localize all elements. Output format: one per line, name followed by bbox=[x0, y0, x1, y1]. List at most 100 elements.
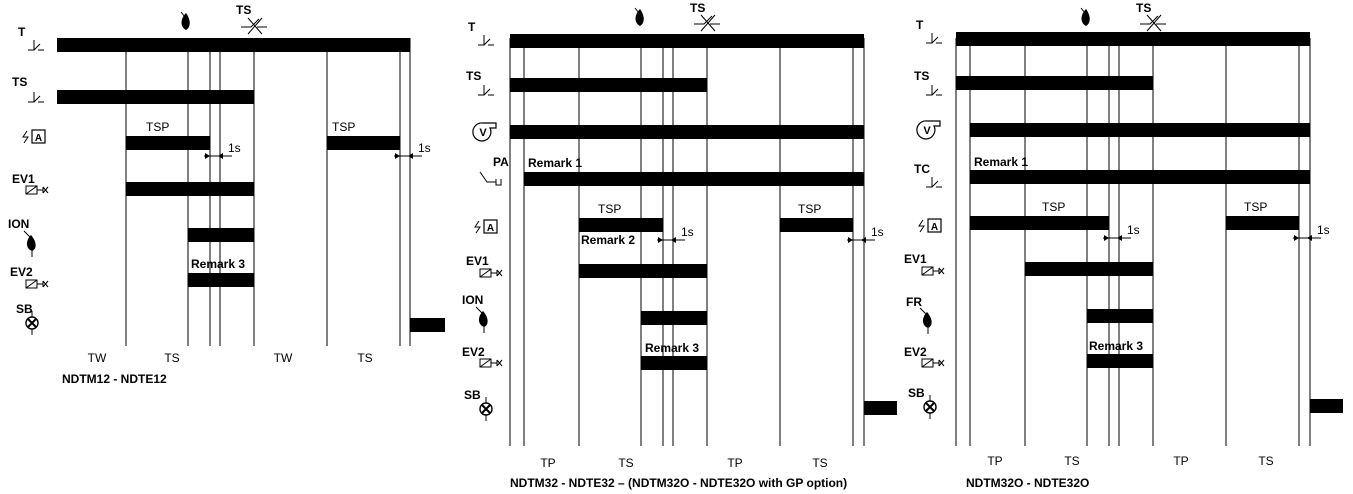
tsp-label: TSP bbox=[1244, 200, 1267, 214]
row-label: T bbox=[18, 25, 26, 39]
thermostat-open-icon bbox=[1140, 14, 1166, 32]
phase-label: TS bbox=[812, 456, 827, 470]
signal-bar bbox=[126, 136, 210, 150]
top-ts-label: TS bbox=[1136, 1, 1151, 15]
remark-label: Remark 1 bbox=[974, 155, 1028, 169]
tsp-label: TSP bbox=[798, 202, 821, 216]
signal-bar bbox=[956, 32, 1310, 46]
thermostat-icon bbox=[28, 40, 44, 51]
remark-label: Remark 3 bbox=[645, 341, 699, 355]
thermostat-icon bbox=[28, 92, 44, 103]
signal-bar bbox=[579, 218, 663, 232]
delay-label: 1s bbox=[1127, 223, 1140, 237]
phase-label: TS bbox=[357, 351, 372, 365]
delay-label: 1s bbox=[681, 225, 694, 239]
signal-bar bbox=[1025, 262, 1153, 276]
phase-label: TW bbox=[88, 351, 107, 365]
remark-label: Remark 1 bbox=[528, 156, 582, 170]
row-label: V bbox=[0, 0, 8, 3]
phase-label: TS bbox=[618, 456, 633, 470]
delay-1s-marker: 1s bbox=[204, 141, 241, 159]
row-label: ION bbox=[462, 293, 483, 307]
tsp-label: TSP bbox=[146, 120, 169, 134]
lockout-lamp-icon bbox=[25, 311, 39, 335]
row-label: V bbox=[0, 0, 8, 3]
signal-bar bbox=[579, 264, 707, 278]
row-label: SB bbox=[464, 388, 481, 402]
signal-bar bbox=[1310, 399, 1343, 413]
flame-icon bbox=[180, 11, 190, 30]
delay-1s-marker: 1s bbox=[394, 141, 431, 159]
transformer-letter: A bbox=[931, 222, 938, 233]
signal-bar bbox=[188, 273, 254, 287]
signal-bar bbox=[188, 228, 254, 242]
row-label: EV2 bbox=[904, 345, 927, 359]
delay-label: 1s bbox=[228, 141, 241, 155]
fan-letter: V bbox=[479, 127, 487, 139]
solenoid-valve-icon bbox=[921, 358, 945, 368]
signal-bar bbox=[57, 90, 254, 104]
transformer-letter: A bbox=[487, 223, 494, 234]
thermostat-icon bbox=[478, 35, 494, 46]
row-label: TC bbox=[914, 162, 930, 176]
signal-bar bbox=[510, 34, 864, 48]
ignition-transformer-icon: A bbox=[22, 129, 46, 144]
row-label: PA bbox=[493, 155, 509, 169]
thermostat-icon bbox=[478, 85, 494, 96]
row-label: T bbox=[916, 18, 924, 32]
timing-diagram-ndtm32: T TS V V PA A EV1 ION EV2 SB TS Remark 1 TSP TSP Remar… bbox=[0, 0, 897, 490]
fan-icon: V bbox=[916, 120, 941, 140]
delay-1s-marker: 1s bbox=[1103, 223, 1140, 241]
signal-bar bbox=[864, 401, 897, 415]
delay-1s-marker: 1s bbox=[1293, 223, 1330, 241]
row-label: EV1 bbox=[904, 252, 927, 266]
row-label: EV1 bbox=[12, 172, 35, 186]
flame-probe-icon bbox=[475, 306, 488, 333]
signal-bar bbox=[410, 318, 445, 332]
signal-bar bbox=[510, 78, 707, 92]
ignition-transformer-icon: A bbox=[474, 219, 498, 234]
transformer-letter: A bbox=[35, 133, 42, 144]
diagram-caption: NDTM32 - NDTE32 – (NDTM32O - NDTE32O wit… bbox=[510, 476, 847, 490]
timing-diagram-ndtm12: T TS A EV1 ION EV2 SB TS TSP TSP 1s 1s Remark 3 TW TS T… bbox=[8, 3, 445, 386]
solenoid-valve-icon bbox=[25, 279, 49, 289]
thermostat-open-icon bbox=[241, 17, 267, 35]
signal-bar bbox=[1226, 216, 1299, 230]
signal-bar bbox=[510, 125, 864, 139]
tsp-label: TSP bbox=[598, 202, 621, 216]
signal-bar bbox=[641, 311, 707, 325]
top-ts-label: TS bbox=[690, 1, 705, 15]
thermostat-open-icon bbox=[694, 14, 720, 32]
signal-bar bbox=[1087, 354, 1153, 368]
row-label: TS bbox=[12, 75, 27, 89]
signal-bar bbox=[327, 136, 400, 150]
row-label: T bbox=[468, 20, 476, 34]
phase-label: TS bbox=[164, 351, 179, 365]
phase-label: TP bbox=[987, 454, 1002, 468]
diagram-caption: NDTM32O - NDTE32O bbox=[966, 476, 1089, 490]
row-label: SB bbox=[908, 386, 925, 400]
signal-bar bbox=[970, 170, 1310, 184]
solenoid-valve-icon bbox=[479, 268, 503, 278]
solenoid-valve-icon bbox=[921, 266, 945, 276]
signal-bar bbox=[641, 356, 707, 370]
signal-bar bbox=[1087, 309, 1153, 323]
flame-icon bbox=[1080, 7, 1090, 26]
thermostat-icon bbox=[926, 33, 942, 44]
signal-bar bbox=[970, 123, 1310, 137]
lockout-lamp-icon bbox=[479, 397, 493, 421]
signal-bar bbox=[57, 38, 410, 52]
remark-label: Remark 3 bbox=[1089, 339, 1143, 353]
row-label: EV2 bbox=[462, 345, 485, 359]
lockout-lamp-icon bbox=[923, 395, 937, 419]
remark-label: Remark 3 bbox=[191, 257, 245, 271]
thermostat-icon bbox=[926, 177, 942, 188]
top-ts-label: TS bbox=[236, 3, 251, 17]
row-label: EV1 bbox=[466, 254, 489, 268]
ignition-transformer-icon: A bbox=[918, 218, 942, 233]
row-label: ION bbox=[8, 217, 29, 231]
diagram-caption: NDTM12 - NDTE12 bbox=[62, 372, 167, 386]
flame-icon bbox=[634, 7, 644, 26]
